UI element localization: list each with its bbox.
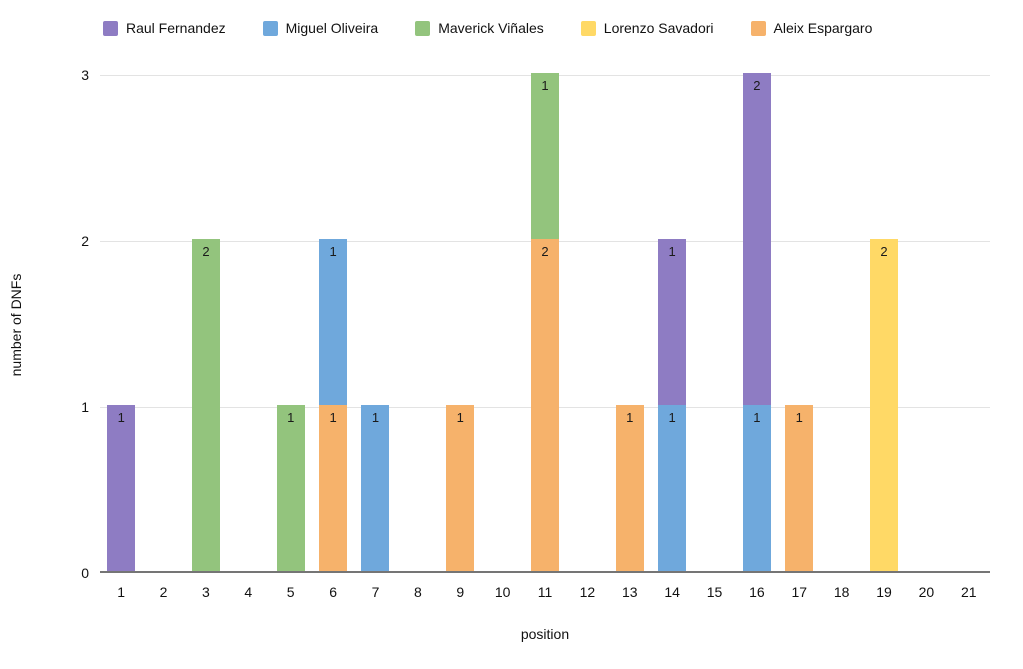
bar-segment[interactable]: 2 (742, 73, 771, 405)
bar-column-position-2 (142, 75, 184, 571)
y-axis-title: number of DNFs (8, 273, 24, 377)
x-axis-tick-label: 15 (706, 584, 723, 600)
bar-segment[interactable]: 2 (530, 239, 559, 571)
bar-value-label: 2 (202, 244, 210, 259)
bar-value-label: 2 (541, 244, 549, 259)
bar-value-label: 1 (668, 410, 676, 425)
legend-swatch-icon (750, 20, 766, 36)
bar-segment[interactable]: 1 (530, 73, 559, 239)
x-axis-tick-label: 19 (876, 584, 892, 600)
bar-column-position-4 (227, 75, 269, 571)
plot-area: 0 1 2 3 1 1 2 2 3 4 1 5 1 1 6 1 7 8 1 9 10 2 1 11 12 1 13 1 1 14 15 1 2 1… (81, 68, 990, 600)
legend-item: Aleix Espargaro (750, 20, 873, 36)
legend-label: Miguel Oliveira (285, 20, 379, 36)
legend-swatch-icon (580, 20, 596, 36)
bar-column-position-17: 1 (778, 75, 820, 571)
bar-value-label: 1 (329, 410, 337, 425)
bar-segment[interactable]: 1 (276, 405, 305, 571)
bar-segment[interactable]: 1 (742, 405, 771, 571)
bar-segment[interactable]: 2 (870, 239, 899, 571)
y-axis-tick-label: 1 (81, 399, 89, 415)
chart-legend: Raul Fernandez Miguel Oliveira Maverick Vi… (0, 20, 1023, 36)
bar-column-position-21 (948, 75, 990, 571)
bar-value-label: 1 (753, 410, 761, 425)
bar-column-position-20 (905, 75, 947, 571)
bar-segment[interactable]: 1 (658, 405, 687, 571)
legend-swatch-icon (415, 20, 431, 36)
x-axis-tick-label: 13 (621, 584, 638, 600)
x-axis-tick-label: 20 (918, 584, 935, 600)
bar-value-label: 1 (371, 410, 380, 425)
x-axis-tick-label: 2 (159, 584, 168, 600)
bar-column-position-15 (693, 75, 735, 571)
legend-item: Lorenzo Savadori (580, 20, 714, 36)
x-axis-tick-label: 17 (791, 584, 808, 600)
legend-item: Miguel Oliveira (262, 20, 379, 36)
x-axis-baseline (100, 571, 990, 573)
bar-value-label: 1 (456, 410, 464, 425)
bar-segment[interactable]: 1 (319, 405, 348, 571)
bar-segment[interactable]: 1 (361, 405, 390, 571)
x-axis-tick-label: 21 (961, 584, 977, 600)
y-axis-tick-label: 3 (81, 67, 89, 83)
legend-label: Raul Fernandez (126, 20, 226, 36)
bar-value-label: 2 (753, 78, 761, 93)
legend-swatch-icon (262, 20, 278, 36)
bar-column-position-10 (481, 75, 523, 571)
bar-column-position-13: 1 (609, 75, 651, 571)
legend-item: Maverick Viñales (415, 20, 544, 36)
bar-column-position-18 (820, 75, 862, 571)
x-axis-tick-label: 6 (329, 584, 337, 600)
legend-label: Aleix Espargaro (773, 20, 873, 36)
bar-segment[interactable]: 1 (446, 405, 475, 571)
bar-column-position-8 (397, 75, 439, 571)
bar-column-position-9: 1 (439, 75, 481, 571)
x-axis-tick-label: 3 (202, 584, 210, 600)
bar-column-position-7: 1 (354, 75, 396, 571)
bar-segment[interactable]: 1 (319, 239, 348, 405)
bar-segment[interactable]: 2 (191, 239, 220, 571)
y-axis-tick-label: 2 (81, 233, 89, 249)
bar-column-position-1: 1 (100, 75, 142, 571)
legend-swatch-icon (103, 20, 118, 36)
x-axis-tick-label: 4 (244, 584, 253, 600)
x-axis-tick-label: 9 (456, 584, 465, 600)
bar-value-label: 1 (626, 410, 634, 425)
bar-value-label: 1 (329, 244, 337, 259)
bar-value-label: 1 (287, 410, 295, 425)
bar-value-label: 1 (117, 410, 125, 425)
x-axis-title: position (520, 626, 570, 642)
x-axis-tick-label: 1 (117, 584, 126, 600)
bar-column-position-3: 2 (185, 75, 227, 571)
x-axis-tick-label: 7 (371, 584, 380, 600)
x-axis-tick-label: 14 (664, 584, 680, 600)
x-axis-tick-label: 8 (413, 584, 422, 600)
x-axis-tick-label: 16 (749, 584, 765, 600)
bar-segment[interactable]: 1 (615, 405, 644, 571)
bar-column-position-5: 1 (270, 75, 312, 571)
bar-value-label: 1 (541, 78, 549, 93)
x-axis-tick-label: 12 (579, 584, 596, 600)
bar-value-label: 2 (880, 244, 888, 259)
y-axis-tick-label: 0 (81, 565, 89, 581)
bar-column-position-12 (566, 75, 608, 571)
bar-segment[interactable]: 1 (107, 405, 136, 571)
x-axis-tick-label: 18 (833, 584, 850, 600)
bar-segment[interactable]: 1 (658, 239, 687, 405)
x-axis-tick-label: 10 (494, 584, 511, 600)
legend-label: Maverick Viñales (438, 20, 544, 36)
legend-label: Lorenzo Savadori (603, 20, 714, 36)
x-axis-tick-label: 11 (537, 584, 553, 600)
x-axis-tick-label: 5 (286, 584, 295, 600)
legend-item: Raul Fernandez (103, 20, 226, 36)
bar-column-position-19: 2 (863, 75, 905, 571)
bar-segment[interactable]: 1 (785, 405, 814, 571)
bar-value-label: 1 (795, 410, 803, 425)
bar-value-label: 1 (668, 244, 676, 259)
